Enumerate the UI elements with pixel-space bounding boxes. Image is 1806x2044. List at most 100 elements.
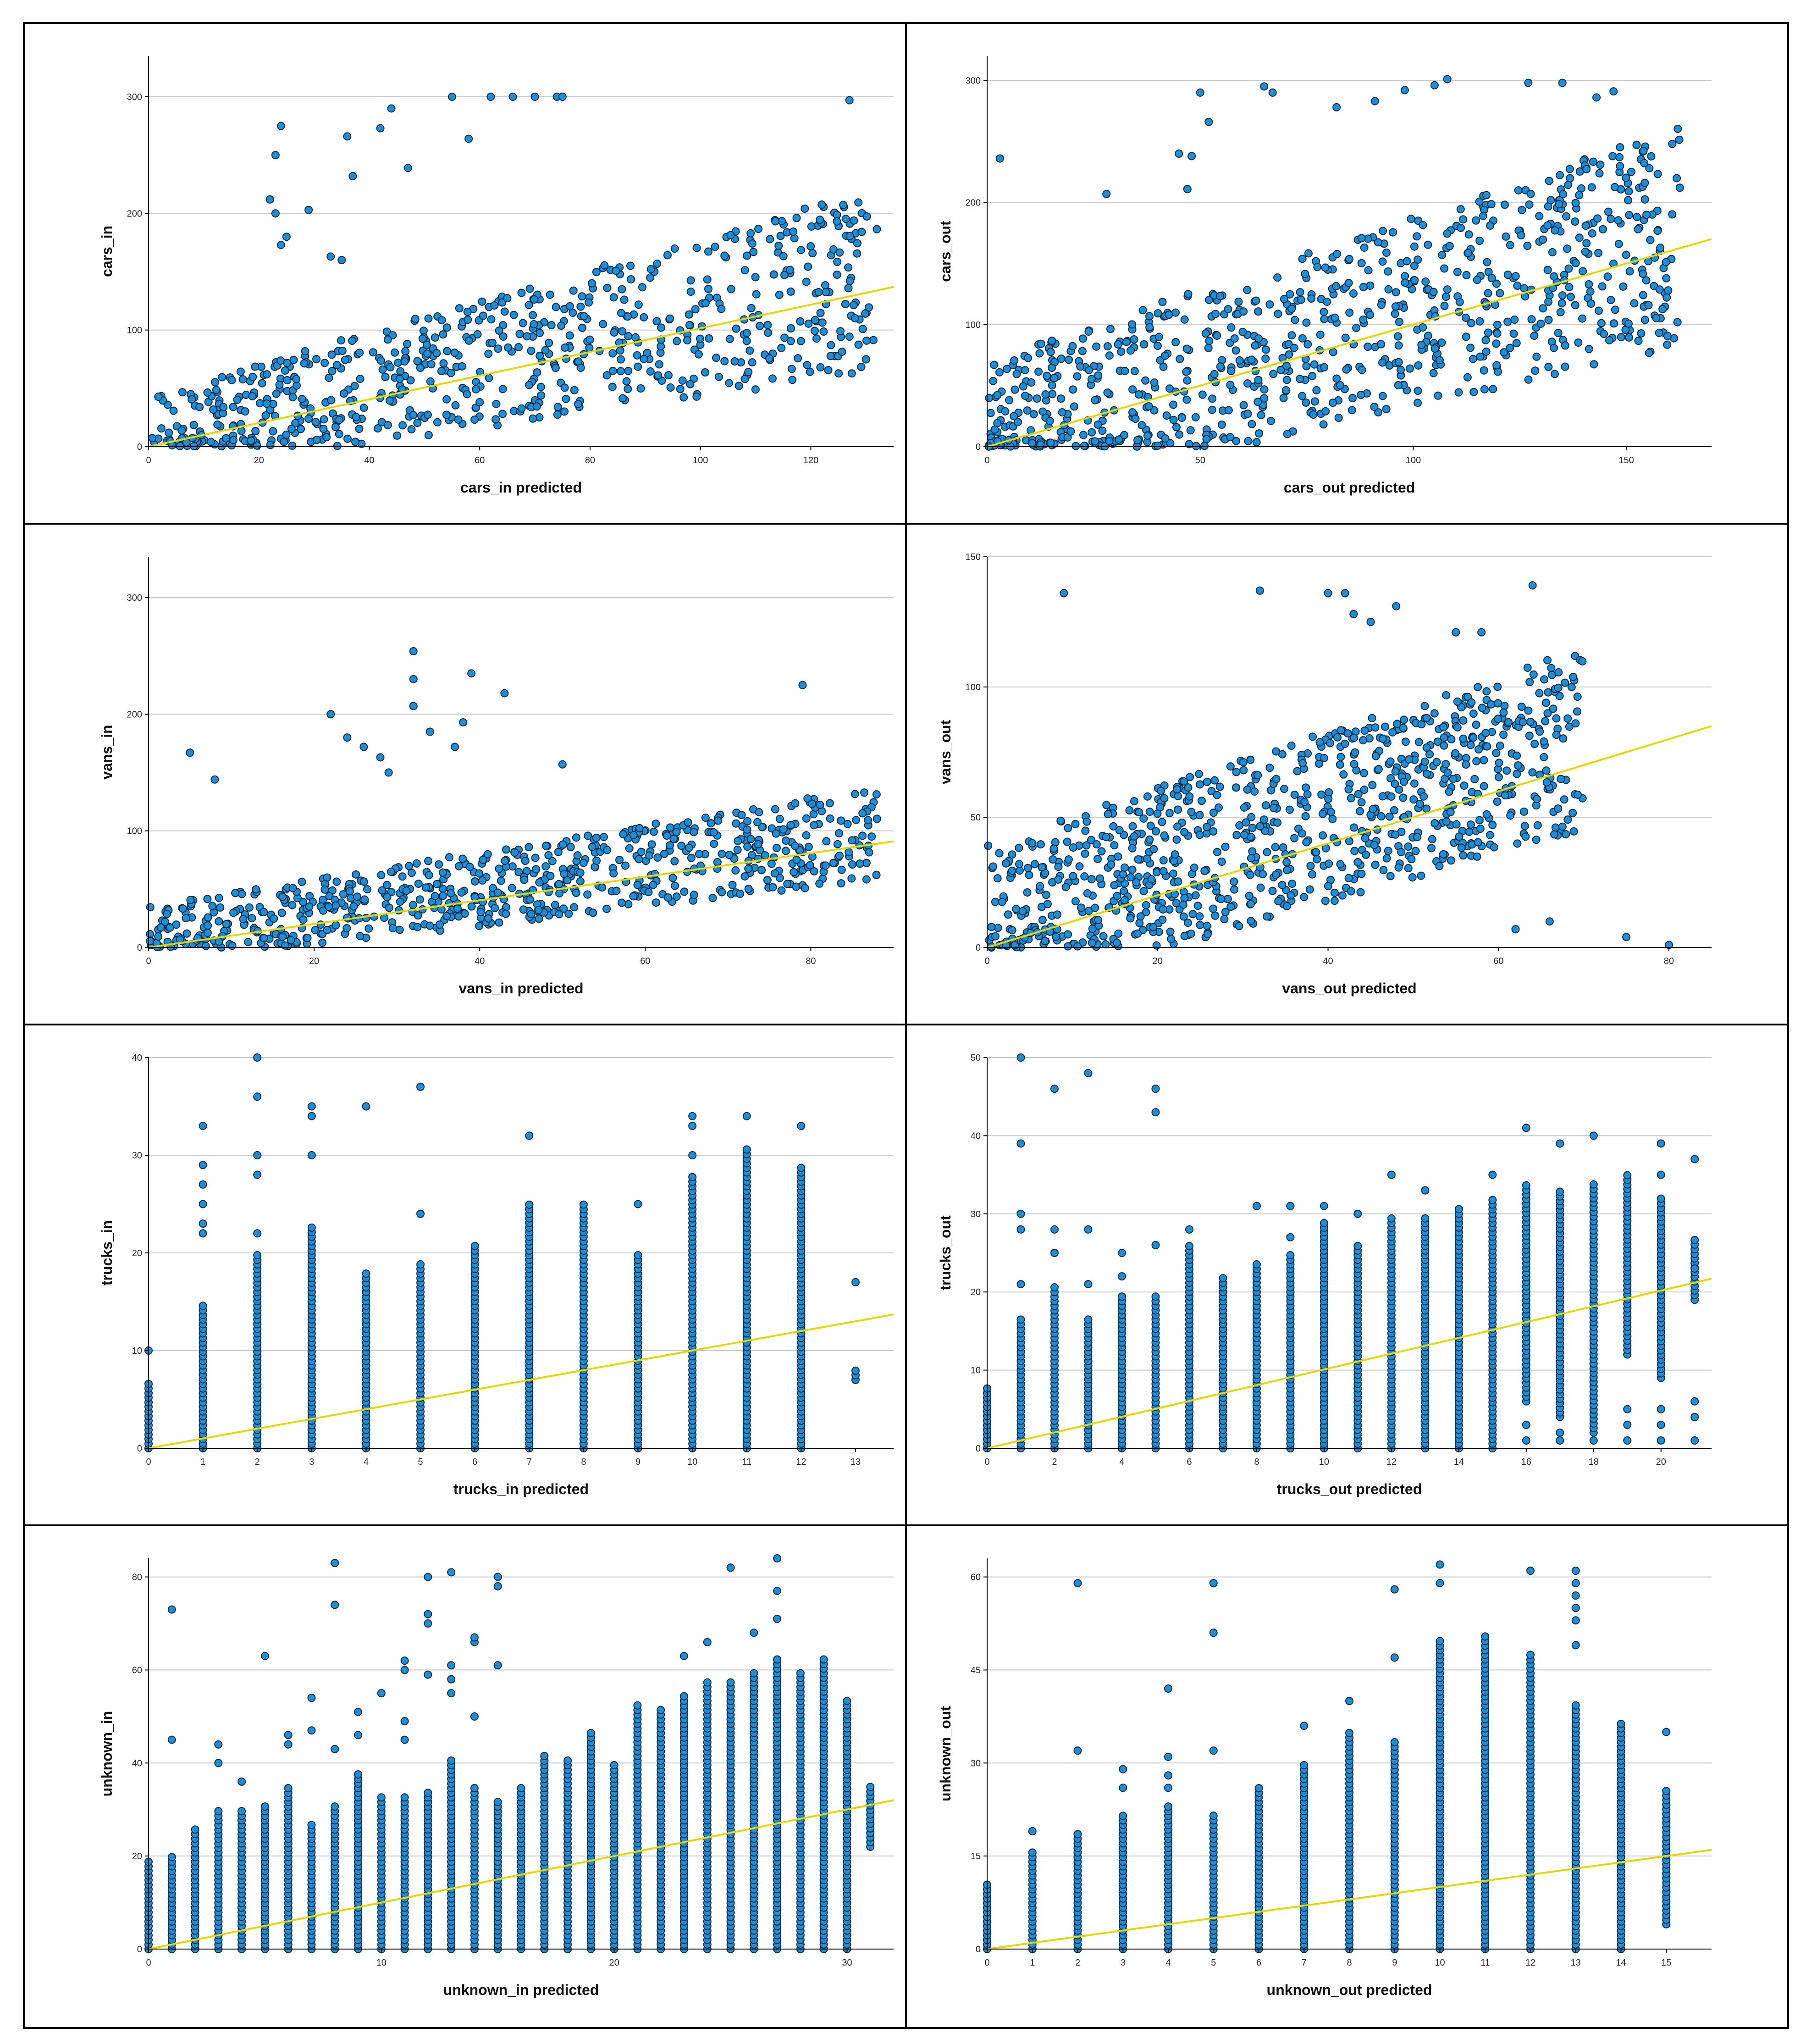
data-point [1633,213,1641,222]
data-point [519,905,528,914]
data-point [671,881,679,890]
data-point [1476,825,1485,833]
data-point [1235,356,1244,365]
data-point [1554,683,1563,692]
data-point [1378,392,1387,400]
data-point [1554,804,1563,813]
data-point [1567,683,1576,692]
data-point [1417,871,1425,880]
data-point [1451,749,1460,758]
data-point [1399,793,1408,802]
data-point [1438,251,1447,260]
data-point [1357,798,1366,807]
data-point [1364,342,1372,351]
data-point [1657,1170,1665,1179]
data-point [1443,75,1452,83]
data-point [527,346,536,355]
data-point [166,923,174,932]
x-tick-label: 1 [200,1457,205,1467]
data-point [565,302,574,310]
data-point [633,881,642,889]
data-point [1429,288,1438,296]
data-point [312,355,321,364]
data-point [1582,239,1591,248]
data-point [1488,820,1497,829]
data-point [1272,775,1281,783]
data-point [1298,255,1307,263]
data-point [1539,235,1547,244]
chart-panel-cars_out: 0 50 100 150 0 100 200 300 cars_out predicted car… [907,24,1787,525]
data-point [1640,316,1649,324]
data-point [1509,329,1518,338]
data-point [1430,819,1439,828]
data-point [1407,855,1416,864]
data-point [1554,668,1563,676]
data-point [1274,897,1283,906]
data-point [1600,329,1608,338]
data-point [797,245,806,254]
data-point [1357,234,1366,243]
x-tick-label: 4 [1119,1457,1124,1467]
data-point [519,319,527,327]
data-point [1474,745,1483,754]
data-point [1279,393,1288,402]
data-point [1171,338,1180,347]
data-point [1008,926,1016,935]
data-point [1336,860,1345,869]
data-point [1464,692,1472,701]
data-point [202,942,210,950]
y-tick-label: 0 [137,1444,142,1454]
data-point [1655,328,1663,337]
data-point [1623,1171,1632,1180]
data-point [1442,691,1451,700]
data-point [726,231,735,239]
data-point [701,813,710,822]
data-point [1524,78,1533,87]
data-point [1195,811,1204,820]
data-point [815,879,824,888]
data-point [1110,841,1119,850]
data-point [1036,440,1045,449]
data-point [1391,302,1400,311]
data-point [730,357,739,366]
data-point [653,260,662,268]
data-point [810,867,818,876]
data-point [1384,847,1392,855]
data-point [478,876,487,885]
data-point [1377,300,1386,309]
data-point [283,376,292,385]
data-point [1176,355,1184,363]
data-point [807,222,816,231]
data-point [1445,787,1453,796]
data-point [558,760,567,769]
data-point [743,825,751,834]
data-point [1544,298,1553,306]
data-point [1028,839,1037,848]
data-point [1296,375,1304,383]
x-tick-label: 5 [418,1457,423,1467]
x-tick-label: 20 [309,956,319,966]
data-point [351,438,359,446]
data-point [1457,703,1466,712]
data-point [1084,1069,1093,1078]
data-point [1188,910,1197,919]
data-point [1625,267,1634,276]
data-point [1038,863,1046,872]
data-point [1175,430,1184,439]
fit-line [148,286,894,448]
data-point [657,323,666,332]
data-point [424,431,433,439]
data-point [1144,402,1153,410]
data-point [1394,381,1403,390]
data-point [450,349,459,357]
data-point [1320,1219,1328,1227]
data-point [1041,936,1049,945]
data-point [576,877,585,886]
data-point [1254,307,1263,316]
data-point [326,252,335,261]
data-point [1417,720,1426,729]
data-point [1046,348,1055,356]
data-point [1569,809,1577,817]
data-point [238,375,247,384]
